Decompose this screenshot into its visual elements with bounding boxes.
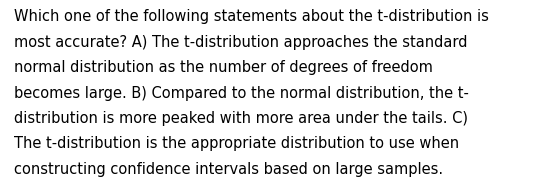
Text: distribution is more peaked with more area under the tails. C): distribution is more peaked with more ar… bbox=[14, 111, 468, 126]
Text: most accurate? A) The t-distribution approaches the standard: most accurate? A) The t-distribution app… bbox=[14, 35, 468, 50]
Text: constructing confidence intervals based on large samples.: constructing confidence intervals based … bbox=[14, 162, 443, 177]
Text: becomes large. B) Compared to the normal distribution, the t-: becomes large. B) Compared to the normal… bbox=[14, 86, 469, 101]
Text: normal distribution as the number of degrees of freedom: normal distribution as the number of deg… bbox=[14, 60, 433, 75]
Text: The t-distribution is the appropriate distribution to use when: The t-distribution is the appropriate di… bbox=[14, 136, 459, 151]
Text: Which one of the following statements about the t-distribution is: Which one of the following statements ab… bbox=[14, 9, 489, 24]
